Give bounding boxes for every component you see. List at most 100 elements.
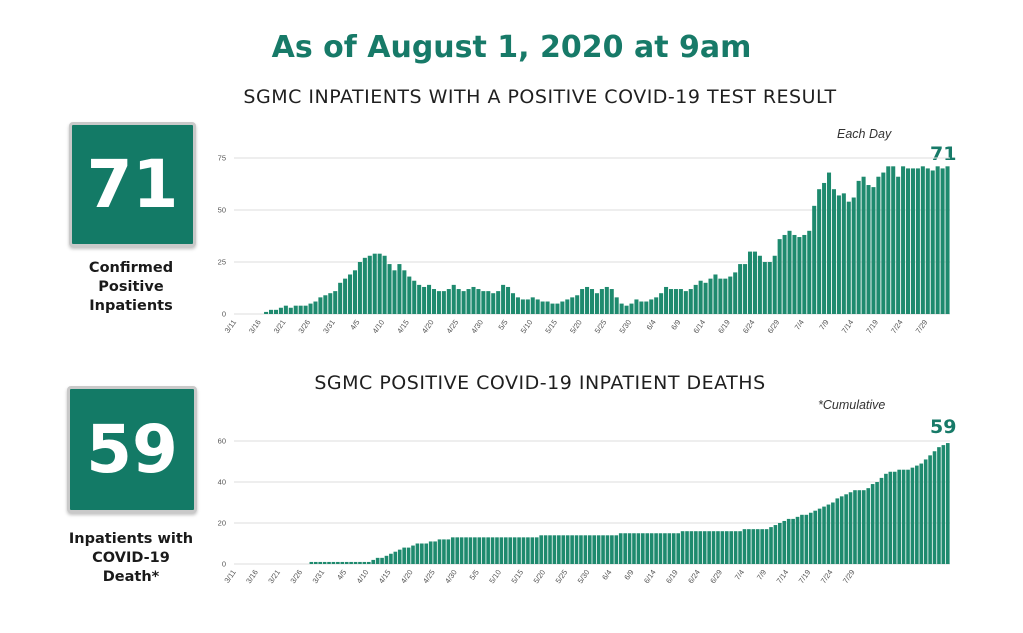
inpatients-count-value: 71 [86, 146, 179, 223]
bar [892, 471, 897, 564]
bar [841, 193, 846, 314]
bar [733, 272, 738, 314]
inpatients-label-line: Confirmed [88, 260, 174, 276]
bar [387, 264, 392, 314]
bar [406, 547, 411, 564]
y-tick-label: 40 [218, 478, 226, 487]
bar [512, 537, 517, 564]
bar [760, 529, 764, 564]
bar [664, 286, 669, 314]
deaths-label-line: Death* [102, 569, 160, 585]
bar [397, 549, 402, 564]
bar [627, 533, 632, 564]
bar [331, 561, 336, 564]
bar [856, 180, 861, 314]
bar [711, 531, 716, 564]
bar [496, 291, 501, 314]
bar [587, 535, 592, 564]
bar [557, 535, 561, 564]
bar [923, 459, 928, 564]
bar [632, 533, 636, 564]
bar [937, 447, 941, 564]
bar [481, 537, 486, 564]
y-tick-label: 20 [218, 519, 226, 528]
bar [517, 537, 521, 564]
bar [624, 305, 629, 314]
bar [654, 297, 659, 314]
bar [668, 289, 674, 314]
bar [343, 278, 348, 314]
bar [795, 516, 800, 564]
bar [411, 545, 415, 564]
bar [671, 533, 676, 564]
x-tick-label: 5/15 [509, 568, 525, 585]
bar [649, 299, 654, 314]
bar [442, 539, 446, 564]
bar [515, 297, 520, 314]
x-tick-label: 4/5 [335, 568, 348, 582]
bar [772, 255, 777, 314]
bar [486, 291, 491, 314]
x-tick-label: 5/5 [468, 568, 481, 582]
bar [925, 168, 930, 314]
bar [906, 168, 911, 314]
y-tick-label: 50 [218, 206, 226, 215]
bar [792, 234, 797, 314]
bar [738, 531, 742, 564]
bar [530, 297, 535, 314]
bar [323, 295, 328, 314]
bar [871, 187, 876, 314]
inpatients-count-label: Confirmed Positive Inpatients [40, 259, 222, 316]
bar [896, 176, 901, 314]
bar [757, 255, 762, 314]
bar [420, 543, 424, 564]
bar [866, 185, 871, 314]
x-tick-label: 3/21 [266, 568, 282, 585]
bar [839, 496, 844, 564]
inpatients-label-line: Inpatients [89, 298, 173, 314]
bar [412, 280, 417, 314]
x-tick-label: 6/29 [708, 568, 724, 585]
bar [520, 299, 525, 314]
bar [831, 502, 835, 564]
bar [920, 166, 925, 314]
bar [278, 307, 283, 314]
bar [644, 301, 649, 314]
bar [797, 237, 802, 314]
bar [358, 561, 362, 564]
deaths-count-value: 59 [86, 411, 178, 488]
x-tick-label: 3/16 [244, 568, 260, 585]
bar [298, 305, 303, 314]
bar [377, 253, 382, 314]
bar [540, 301, 545, 314]
bar [580, 289, 585, 314]
bar [539, 535, 543, 564]
bar [875, 482, 879, 564]
bar [565, 299, 570, 314]
bar [456, 289, 461, 314]
bar [678, 289, 683, 314]
x-tick-label: 3/26 [288, 568, 304, 585]
bar [441, 291, 446, 314]
bar [293, 305, 298, 314]
bar [318, 297, 323, 314]
bar [888, 471, 893, 564]
bar [466, 289, 471, 314]
bar [940, 168, 945, 314]
bar [663, 533, 667, 564]
bar [499, 537, 504, 564]
x-tick-label: 4/30 [443, 568, 459, 585]
bar [555, 303, 560, 314]
bar [629, 303, 634, 314]
bar [565, 535, 570, 564]
inpatients-label-line: Positive [98, 279, 164, 295]
bar [392, 270, 397, 314]
bar [693, 284, 698, 314]
bar [915, 168, 920, 314]
page-headline: As of August 1, 2020 at 9am [271, 30, 752, 65]
bar [812, 205, 817, 314]
bar [560, 301, 565, 314]
bar [367, 255, 372, 314]
bar [506, 286, 511, 314]
